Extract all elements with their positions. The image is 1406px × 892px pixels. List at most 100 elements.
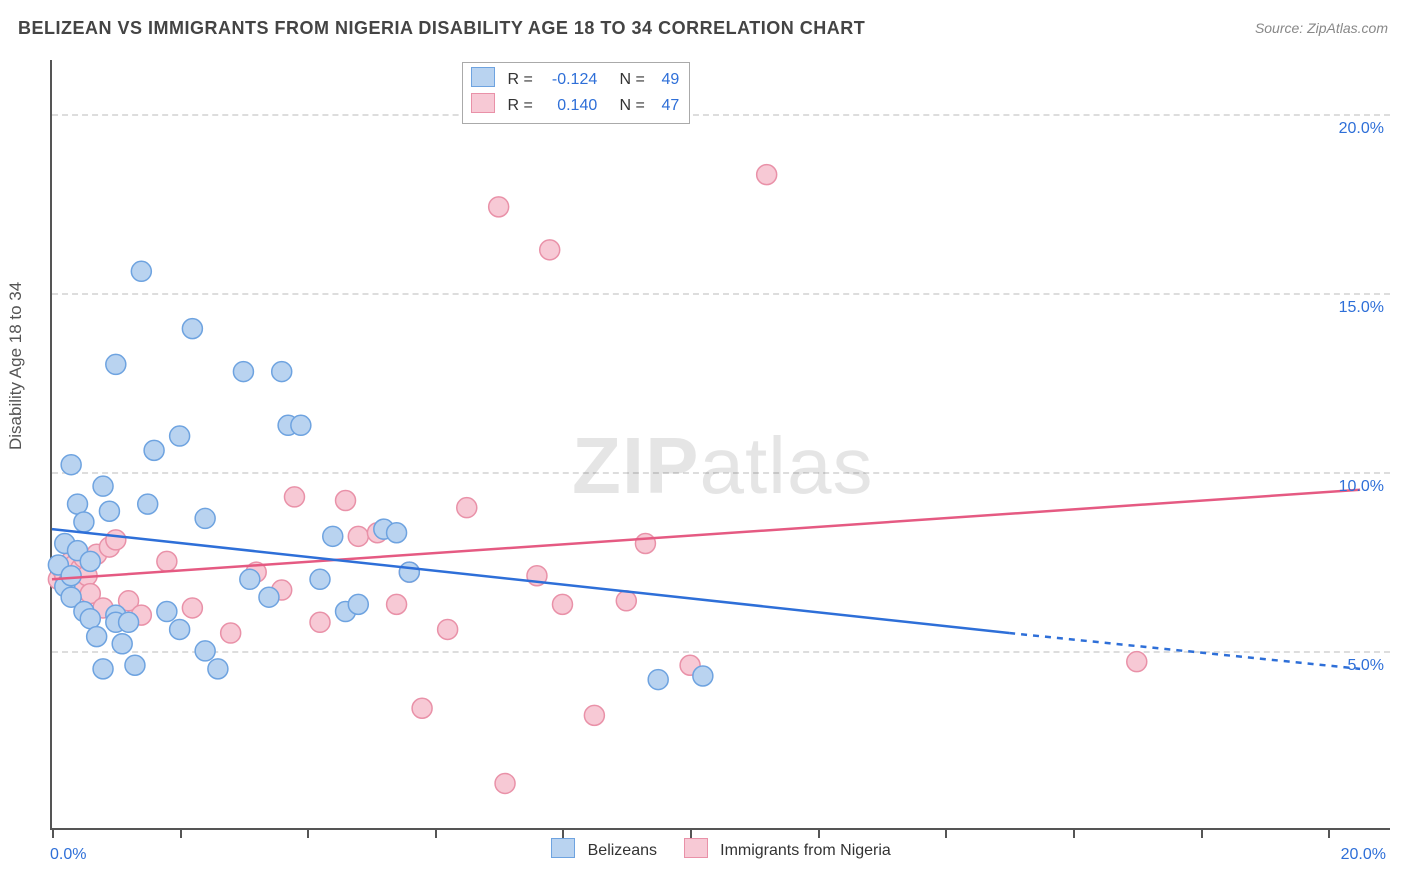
y-tick-label: 15.0% bbox=[1339, 299, 1384, 317]
scatter-point bbox=[93, 659, 113, 679]
r-value-a: -0.124 bbox=[537, 67, 597, 93]
scatter-point bbox=[182, 319, 202, 339]
scatter-point bbox=[195, 641, 215, 661]
scatter-point bbox=[284, 487, 304, 507]
x-tick bbox=[945, 828, 947, 838]
n-label-a: N = bbox=[619, 71, 644, 88]
scatter-point bbox=[74, 512, 94, 532]
scatter-point bbox=[584, 705, 604, 725]
r-label-a: R = bbox=[507, 71, 532, 88]
chart-title: BELIZEAN VS IMMIGRANTS FROM NIGERIA DISA… bbox=[18, 18, 865, 38]
scatter-point bbox=[138, 494, 158, 514]
x-tick-label-end: 20.0% bbox=[1341, 846, 1386, 864]
scatter-point bbox=[93, 476, 113, 496]
scatter-point bbox=[80, 551, 100, 571]
x-tick bbox=[1201, 828, 1203, 838]
stats-legend: R = -0.124 N = 49 R = 0.140 N = 47 bbox=[462, 62, 690, 124]
trend-line bbox=[52, 490, 1360, 580]
x-tick bbox=[307, 828, 309, 838]
x-tick bbox=[818, 828, 820, 838]
scatter-point bbox=[157, 602, 177, 622]
scatter-point bbox=[221, 623, 241, 643]
scatter-point bbox=[310, 569, 330, 589]
scatter-point bbox=[170, 426, 190, 446]
source-attribution: Source: ZipAtlas.com bbox=[1255, 20, 1388, 36]
scatter-point bbox=[99, 501, 119, 521]
scatter-point bbox=[182, 598, 202, 618]
scatter-point bbox=[648, 670, 668, 690]
scatter-point bbox=[387, 523, 407, 543]
scatter-plot-area: ZIPatlas R = -0.124 N = 49 R = 0.140 N =… bbox=[50, 60, 1390, 830]
scatter-point bbox=[387, 594, 407, 614]
x-tick-label-start: 0.0% bbox=[50, 846, 86, 864]
x-tick bbox=[52, 828, 54, 838]
trend-line bbox=[1009, 633, 1360, 669]
scatter-point bbox=[131, 261, 151, 281]
scatter-point bbox=[68, 494, 88, 514]
scatter-point bbox=[87, 627, 107, 647]
n-value-b: 47 bbox=[649, 93, 679, 119]
scatter-point bbox=[757, 165, 777, 185]
scatter-point bbox=[323, 526, 343, 546]
scatter-point bbox=[489, 197, 509, 217]
scatter-point bbox=[61, 566, 81, 586]
scatter-point bbox=[144, 440, 164, 460]
scatter-point bbox=[412, 698, 432, 718]
scatter-point bbox=[348, 594, 368, 614]
legend-label-b: Immigrants from Nigeria bbox=[720, 842, 891, 859]
stats-row-a: R = -0.124 N = 49 bbox=[471, 67, 679, 93]
scatter-point bbox=[348, 526, 368, 546]
x-tick bbox=[690, 828, 692, 838]
scatter-point bbox=[61, 455, 81, 475]
scatter-point bbox=[310, 612, 330, 632]
scatter-point bbox=[336, 491, 356, 511]
series-legend: Belizeans Immigrants from Nigeria bbox=[52, 838, 1390, 860]
scatter-point bbox=[552, 594, 572, 614]
scatter-point bbox=[616, 591, 636, 611]
n-value-a: 49 bbox=[649, 67, 679, 93]
scatter-point bbox=[240, 569, 260, 589]
scatter-point bbox=[1127, 652, 1147, 672]
y-tick-label: 20.0% bbox=[1339, 120, 1384, 138]
swatch-b bbox=[471, 93, 495, 113]
scatter-point bbox=[399, 562, 419, 582]
scatter-point bbox=[272, 362, 292, 382]
scatter-point bbox=[208, 659, 228, 679]
plot-svg bbox=[52, 60, 1390, 828]
scatter-point bbox=[80, 609, 100, 629]
r-label-b: R = bbox=[507, 97, 532, 114]
x-tick bbox=[1073, 828, 1075, 838]
x-tick bbox=[435, 828, 437, 838]
scatter-point bbox=[119, 612, 139, 632]
scatter-point bbox=[438, 619, 458, 639]
r-value-b: 0.140 bbox=[537, 93, 597, 119]
y-tick-label: 5.0% bbox=[1348, 657, 1384, 675]
n-label-b: N = bbox=[619, 97, 644, 114]
scatter-point bbox=[125, 655, 145, 675]
stats-row-b: R = 0.140 N = 47 bbox=[471, 93, 679, 119]
scatter-point bbox=[170, 619, 190, 639]
swatch-a bbox=[471, 67, 495, 87]
x-tick bbox=[562, 828, 564, 838]
scatter-point bbox=[259, 587, 279, 607]
x-tick bbox=[1328, 828, 1330, 838]
scatter-point bbox=[635, 533, 655, 553]
y-tick-label: 10.0% bbox=[1339, 478, 1384, 496]
scatter-point bbox=[112, 634, 132, 654]
chart-header: BELIZEAN VS IMMIGRANTS FROM NIGERIA DISA… bbox=[18, 18, 1388, 48]
scatter-point bbox=[106, 530, 126, 550]
y-axis-title: Disability Age 18 to 34 bbox=[6, 282, 26, 450]
legend-label-a: Belizeans bbox=[588, 842, 657, 859]
x-tick bbox=[180, 828, 182, 838]
scatter-point bbox=[291, 415, 311, 435]
scatter-point bbox=[540, 240, 560, 260]
scatter-point bbox=[457, 498, 477, 518]
scatter-point bbox=[157, 551, 177, 571]
legend-swatch-b bbox=[684, 838, 708, 858]
scatter-point bbox=[233, 362, 253, 382]
scatter-point bbox=[106, 354, 126, 374]
scatter-point bbox=[495, 773, 515, 793]
scatter-point bbox=[693, 666, 713, 686]
legend-swatch-a bbox=[551, 838, 575, 858]
scatter-point bbox=[195, 508, 215, 528]
